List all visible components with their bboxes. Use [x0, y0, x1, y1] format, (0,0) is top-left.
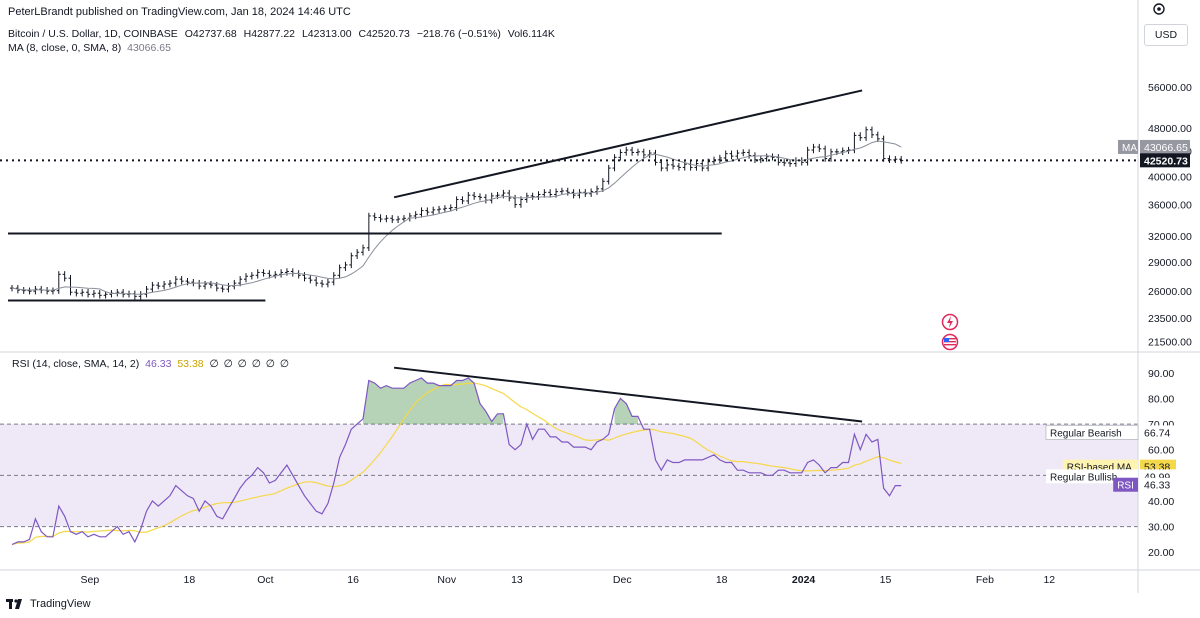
ma-price-text: 43066.65: [1144, 142, 1188, 154]
rsi-pane: [0, 366, 1138, 546]
rsi-label-text: Regular Bearish: [1050, 428, 1122, 439]
ma-legend-value: 43066.65: [127, 42, 171, 54]
rsi-extra-values: ∅ ∅ ∅ ∅ ∅ ∅: [209, 358, 291, 370]
rsi-label-text: RSI: [1117, 481, 1134, 492]
last-price-box: [1140, 153, 1190, 168]
rsi-label-value-text: 46.33: [1144, 480, 1170, 492]
rsi-tick-label: 20.00: [1148, 547, 1174, 559]
time-tick-label: Nov: [437, 574, 456, 586]
rsi-label-value-text: 66.74: [1144, 427, 1170, 439]
time-tick-label: Sep: [81, 574, 100, 586]
rsi-label-box: [1113, 477, 1138, 492]
rsi-legend[interactable]: RSI (14, close, SMA, 14, 2) 46.33 53.38 …: [12, 358, 290, 370]
change-value: −218.76 (−0.51%): [416, 28, 501, 40]
rsi-tick-label: 90.00: [1148, 368, 1174, 380]
symbol-name: Bitcoin / U.S. Dollar, 1D, COINBASE: [8, 28, 178, 40]
time-tick-label: 2024: [792, 574, 816, 586]
currency-button[interactable]: USD: [1144, 24, 1188, 46]
rsi-overbought-fill: [614, 398, 638, 425]
time-tick-label: Dec: [613, 574, 632, 586]
open-value: O42737.68: [184, 28, 237, 40]
rsi-ma-line: [11, 382, 902, 546]
rsi-trendline: [393, 366, 863, 423]
time-tick-label: 18: [184, 574, 196, 586]
lightning-event-icon[interactable]: [941, 313, 959, 331]
price-tick-label: 21500.00: [1148, 337, 1192, 349]
publisher-line: PeterLBrandt published on TradingView.co…: [8, 6, 351, 18]
close-value: C42520.73: [358, 28, 410, 40]
price-trendline: [393, 89, 863, 199]
time-tick-label: Oct: [257, 574, 273, 586]
time-tick-label: Feb: [976, 574, 994, 586]
price-tick-label: 23500.00: [1148, 313, 1192, 325]
rsi-legend-value: 46.33: [145, 358, 172, 370]
price-pane: [0, 89, 1200, 353]
rsi-tick-label: 80.00: [1148, 393, 1174, 405]
rsi-tick-label: 60.00: [1148, 445, 1174, 457]
rsi-label-value-box: [1140, 425, 1176, 440]
price-tick-label: 40000.00: [1148, 172, 1192, 184]
tradingview-logo-icon: [6, 599, 22, 609]
high-value: H42877.22: [243, 28, 296, 40]
ma-label: MA (8, close, 0, SMA, 8): [8, 42, 122, 54]
price-axis: 56000.0048000.0044000.0040000.0036000.00…: [1045, 0, 1192, 593]
time-tick-label: 12: [1043, 574, 1055, 586]
rsi-label-value-box: [1140, 477, 1176, 492]
footer: TradingView: [6, 598, 91, 610]
low-value: L42313.00: [301, 28, 352, 40]
ma-tag-box: [1118, 139, 1138, 154]
time-tick-label: 15: [880, 574, 892, 586]
rsi-label-box: [1045, 425, 1139, 440]
rsi-overbought-fill: [363, 377, 504, 425]
rsi-label-text: RSI-based MA: [1067, 463, 1132, 474]
rsi-tick-label: 40.00: [1148, 496, 1174, 508]
time-tick-label: 18: [716, 574, 728, 586]
us-flag-event-icon[interactable]: [941, 333, 959, 351]
last-price-text: 42520.73: [1144, 155, 1188, 167]
rsi-label-text: Regular Bullish: [1050, 472, 1117, 483]
ma-line: [11, 140, 902, 295]
ma-price-box: [1140, 139, 1190, 154]
time-tick-label: 13: [511, 574, 523, 586]
rsi-tick-label: 30.00: [1148, 522, 1174, 534]
volume-value: Vol6.114K: [507, 28, 555, 40]
rsi-ma-legend-value: 53.38: [177, 358, 204, 370]
brand-name: TradingView: [30, 598, 91, 610]
ma-tag-text: MA: [1122, 143, 1137, 154]
price-tick-label: 36000.00: [1148, 200, 1192, 212]
time-tick-label: 16: [347, 574, 359, 586]
symbol-legend: Bitcoin / U.S. Dollar, 1D, COINBASE O427…: [8, 28, 555, 40]
ma-legend[interactable]: MA (8, close, 0, SMA, 8) 43066.65: [8, 42, 171, 54]
price-tick-label: 48000.00: [1148, 123, 1192, 135]
price-tick-label: 56000.00: [1148, 82, 1192, 94]
price-tick-label: 26000.00: [1148, 286, 1192, 298]
rsi-label: RSI (14, close, SMA, 14, 2): [12, 358, 140, 370]
price-tick-label: 29000.00: [1148, 257, 1192, 269]
price-tick-label: 32000.00: [1148, 231, 1192, 243]
rsi-line: [11, 377, 902, 546]
gear-icon[interactable]: [1152, 2, 1166, 16]
time-axis: Sep 18 Oct 16 Nov 13 Dec 18 2024 15 Feb 12: [0, 569, 1200, 586]
